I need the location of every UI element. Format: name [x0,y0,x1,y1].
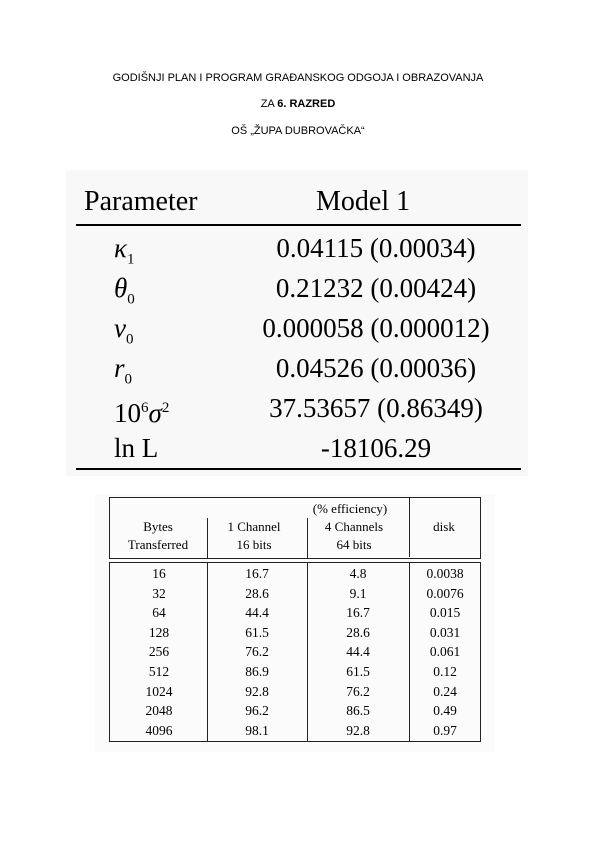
header-box [109,497,481,559]
grade-value: 6. RAZRED [277,98,336,110]
col-4ch-header: 4 Channels [324,519,384,534]
four-channel-cell: 4.8 [349,566,367,581]
table-row: 32 28.6 9.1 0.0076 [95,584,495,604]
one-channel-cell: 98.1 [245,722,269,738]
parameter-symbol: θ0 [114,273,135,308]
efficiency-span-header: (% efficiency) [312,501,388,516]
parameter-value: 0.04526 (0.00036) [275,353,477,383]
school-name: OŠ „ŽUPA DUBROVAČKA“ [231,125,365,137]
grade-prefix: ZA [260,98,278,110]
disk-cell: 0.49 [433,703,457,719]
one-channel-cell: 92.8 [245,683,269,699]
table-row: 64 44.4 16.7 0.015 [95,603,495,623]
column-divider [307,562,308,742]
grade-line: ZA 6. RAZRED [0,97,596,111]
disk-cell: 0.031 [429,624,461,640]
bytes-cell: 64 [152,605,166,621]
four-channel-cell: 28.6 [346,624,370,640]
col-bytes-header-2: Transferred [127,537,189,552]
four-channel-cell: 86.5 [346,703,370,719]
disk-cell: 0.015 [429,605,461,621]
table-row: 1024 92.8 76.2 0.24 [95,682,495,702]
column-divider [207,562,208,742]
disk-cell: 0.24 [433,683,457,699]
parameter-value: 37.53657 (0.86349) [269,393,483,423]
parameter-value: 0.04115 (0.00034) [276,233,476,263]
disk-cell: 0.0076 [426,585,464,601]
disk-cell: 0.0038 [426,566,464,581]
four-channel-cell: 9.1 [349,585,367,601]
four-channel-cell: 16.7 [346,605,370,621]
header-rule [76,224,521,226]
table-row: ln L -18106.29 [66,428,528,468]
table-row: θ0 0.21232 (0.00424) [66,268,528,308]
table-row: 512 86.9 61.5 0.12 [95,662,495,682]
parameter-symbol: 106σ2 [114,398,170,428]
one-channel-cell: 96.2 [245,703,269,719]
data-box [109,562,481,742]
column-divider [409,497,410,557]
disk-cell: 0.97 [433,722,457,738]
column-divider [307,518,308,558]
document-title: GODIŠNJI PLAN I PROGRAM GRAĐANSKOG ODGOJ… [112,72,484,84]
one-channel-cell: 61.5 [245,624,269,640]
model-header: Model 1 [316,186,411,217]
efficiency-table: (% efficiency) Bytes Transferred 1 Chann… [95,494,495,752]
bytes-cell: 1024 [145,683,173,699]
one-channel-cell: 44.4 [245,605,269,621]
parameter-symbol: v0 [114,313,134,348]
parameter-symbol: r0 [114,353,133,388]
table-row: r0 0.04526 (0.00036) [66,348,528,388]
table-row: 106σ2 37.53657 (0.86349) [66,388,528,428]
parameter-symbol: κ1 [114,233,135,268]
four-channel-cell: 44.4 [346,644,370,660]
bytes-cell: 4096 [145,722,173,738]
parameter-value: 0.21232 (0.00424) [275,273,477,303]
col-4ch-header-2: 64 bits [336,537,372,552]
parameter-table: Parameter Model 1 κ1 0.04115 (0.00034) θ… [66,170,528,476]
four-channel-cell: 61.5 [346,664,370,679]
one-channel-cell: 76.2 [245,644,269,660]
bytes-cell: 128 [148,624,170,640]
one-channel-cell: 16.7 [245,566,269,581]
col-1ch-header: 1 Channel [227,519,281,534]
col-disk-header: disk [433,519,455,534]
one-channel-cell: 28.6 [245,585,269,601]
col-1ch-header-2: 16 bits [236,537,272,552]
four-channel-cell: 92.8 [346,722,370,738]
table-row: 256 76.2 44.4 0.061 [95,642,495,662]
four-channel-cell: 76.2 [346,683,370,699]
column-divider [409,562,410,742]
disk-cell: 0.12 [433,664,457,679]
table-row: 2048 96.2 86.5 0.49 [95,701,495,721]
table-row: 128 61.5 28.6 0.031 [95,623,495,643]
bytes-cell: 2048 [145,703,173,719]
bytes-cell: 512 [148,664,170,679]
bytes-cell: 32 [152,585,166,601]
bytes-cell: 256 [148,644,170,660]
table-row: v0 0.000058 (0.000012) [66,308,528,348]
parameter-value: -18106.29 [320,433,432,463]
table-row: κ1 0.04115 (0.00034) [66,228,528,268]
one-channel-cell: 86.9 [245,664,269,679]
parameter-value: 0.000058 (0.000012) [262,313,490,343]
disk-cell: 0.061 [429,644,461,660]
parameter-header: Parameter [84,186,198,217]
col-bytes-header: Bytes [143,519,173,534]
bytes-cell: 16 [152,566,166,581]
table-row: 16 16.7 4.8 0.0038 [95,564,495,584]
table-row: 4096 98.1 92.8 0.97 [95,721,495,741]
bottom-rule [76,468,521,470]
column-divider [207,518,208,558]
parameter-symbol: ln L [114,433,159,463]
